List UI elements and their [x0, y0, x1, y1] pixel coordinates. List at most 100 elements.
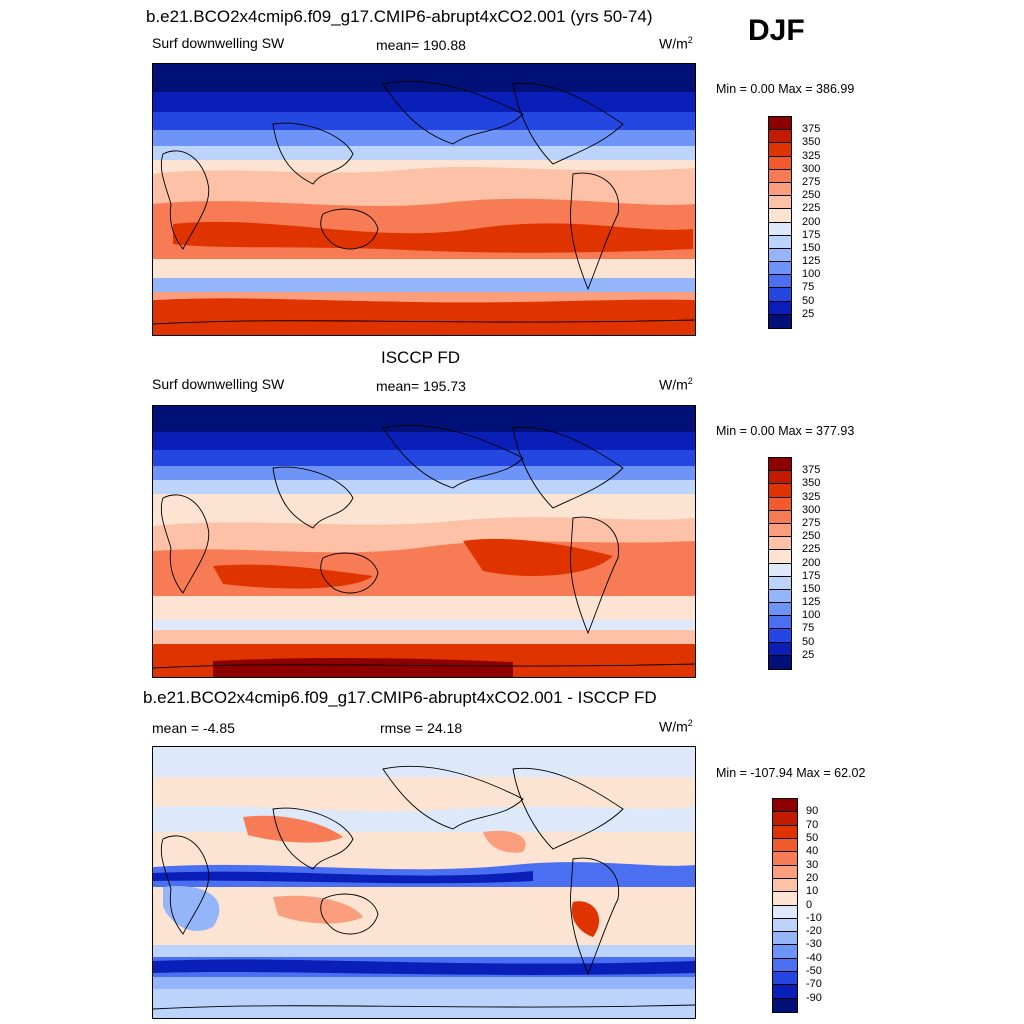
colorbar-swatch [773, 905, 797, 919]
colorbar-tick-label: 150 [802, 582, 821, 595]
colorbar-tick-label: -70 [806, 978, 822, 991]
colorbar-swatch [769, 576, 791, 590]
panel3-minmax: Min = -107.94 Max = 62.02 [716, 766, 866, 780]
colorbar-swatch [773, 825, 797, 839]
colorbar-tick-label: 250 [802, 189, 821, 202]
panel3-title: b.e21.BCO2x4cmip6.f09_g17.CMIP6-abrupt4x… [143, 688, 657, 707]
panel1-map [152, 63, 696, 336]
colorbar-swatch [769, 275, 791, 289]
colorbar-tick-label: -40 [806, 951, 822, 964]
colorbar-swatch [769, 314, 791, 328]
colorbar-swatch [769, 523, 791, 538]
colorbar-tick-label: 100 [802, 609, 821, 622]
colorbar-tick-label: -10 [806, 911, 822, 924]
colorbar-swatch [769, 603, 791, 617]
colorbar-swatch [769, 484, 791, 498]
colorbar-swatch [773, 945, 797, 959]
colorbar-swatch [769, 550, 791, 564]
panel1-colorbar [768, 116, 792, 329]
colorbar-tick-label: 50 [802, 635, 815, 648]
colorbar-tick-label: 30 [806, 858, 819, 871]
colorbar-tick-label: 100 [802, 268, 821, 281]
colorbar-swatch [773, 918, 797, 933]
colorbar-tick-label: 200 [802, 556, 821, 569]
panel3-colorbar [772, 798, 798, 1013]
colorbar-swatch [773, 932, 797, 946]
colorbar-tick-label: 50 [802, 294, 815, 307]
colorbar-tick-label: 20 [806, 871, 819, 884]
colorbar-tick-label: -50 [806, 965, 822, 978]
colorbar-tick-label: -90 [806, 991, 822, 1004]
panel1-title: b.e21.BCO2x4cmip6.f09_g17.CMIP6-abrupt4x… [146, 7, 653, 26]
colorbar-tick-label: 175 [802, 569, 821, 582]
colorbar-tick-label: 125 [802, 596, 821, 609]
colorbar-tick-label: -30 [806, 938, 822, 951]
colorbar-tick-label: 10 [806, 885, 819, 898]
colorbar-swatch [769, 589, 791, 604]
panel3-mean: mean = -4.85 [152, 720, 235, 736]
colorbar-swatch [773, 998, 797, 1012]
colorbar-tick-label: 200 [802, 215, 821, 228]
colorbar-swatch [773, 852, 797, 866]
colorbar-tick-label: 275 [802, 516, 821, 529]
colorbar-swatch [769, 235, 791, 249]
colorbar-swatch [769, 629, 791, 643]
colorbar-swatch [769, 169, 791, 183]
colorbar-tick-label: 275 [802, 175, 821, 188]
colorbar-tick-label: 375 [802, 123, 821, 136]
colorbar-swatch [773, 972, 797, 986]
colorbar-swatch [769, 182, 791, 197]
colorbar-swatch [769, 616, 791, 630]
panel2-title: ISCCP FD [381, 348, 461, 367]
colorbar-tick-label: 375 [802, 464, 821, 477]
colorbar-swatch [769, 642, 791, 656]
colorbar-swatch [769, 222, 791, 236]
colorbar-tick-label: 50 [806, 831, 819, 844]
panel2-variable: Surf downwelling SW [152, 376, 285, 392]
colorbar-swatch [769, 497, 791, 511]
colorbar-swatch [773, 838, 797, 853]
colorbar-tick-label: 75 [802, 281, 815, 294]
colorbar-tick-label: 225 [802, 543, 821, 556]
colorbar-tick-label: 150 [802, 241, 821, 254]
colorbar-tick-label: 0 [806, 898, 813, 911]
panel1-minmax: Min = 0.00 Max = 386.99 [716, 82, 855, 96]
colorbar-tick-label: 300 [802, 162, 821, 175]
colorbar-tick-label: 25 [802, 307, 815, 320]
panel2-map [152, 405, 696, 678]
colorbar-tick-label: 70 [806, 818, 819, 831]
panel2-units: W/m2 [659, 376, 693, 393]
colorbar-tick-label: 300 [802, 503, 821, 516]
panel2-colorbar [768, 457, 792, 670]
season-label: DJF [748, 14, 805, 47]
colorbar-swatch [773, 812, 797, 826]
colorbar-tick-label: 75 [802, 622, 815, 635]
colorbar-swatch [769, 510, 791, 524]
panel1-variable: Surf downwelling SW [152, 35, 285, 51]
colorbar-swatch [769, 655, 791, 669]
panel2-mean: mean= 195.73 [376, 378, 466, 394]
colorbar-swatch [773, 878, 797, 893]
colorbar-swatch [773, 865, 797, 879]
colorbar-tick-label: 125 [802, 255, 821, 268]
colorbar-swatch [769, 209, 791, 223]
colorbar-tick-label: 250 [802, 530, 821, 543]
colorbar-tick-label: 90 [806, 805, 819, 818]
colorbar-swatch [769, 537, 791, 551]
colorbar-tick-label: 350 [802, 136, 821, 149]
colorbar-tick-label: 225 [802, 202, 821, 215]
panel1-mean: mean= 190.88 [376, 37, 466, 53]
colorbar-swatch [769, 288, 791, 302]
colorbar-tick-label: 25 [802, 648, 815, 661]
colorbar-swatch [773, 892, 797, 906]
colorbar-swatch [769, 471, 791, 485]
panel2-minmax: Min = 0.00 Max = 377.93 [716, 424, 855, 438]
colorbar-swatch [769, 143, 791, 157]
panel1-units: W/m2 [659, 35, 693, 52]
colorbar-swatch [773, 958, 797, 973]
colorbar-swatch [769, 196, 791, 210]
colorbar-swatch [769, 156, 791, 170]
colorbar-tick-label: 325 [802, 149, 821, 162]
colorbar-tick-label: 325 [802, 490, 821, 503]
colorbar-swatch [769, 262, 791, 276]
